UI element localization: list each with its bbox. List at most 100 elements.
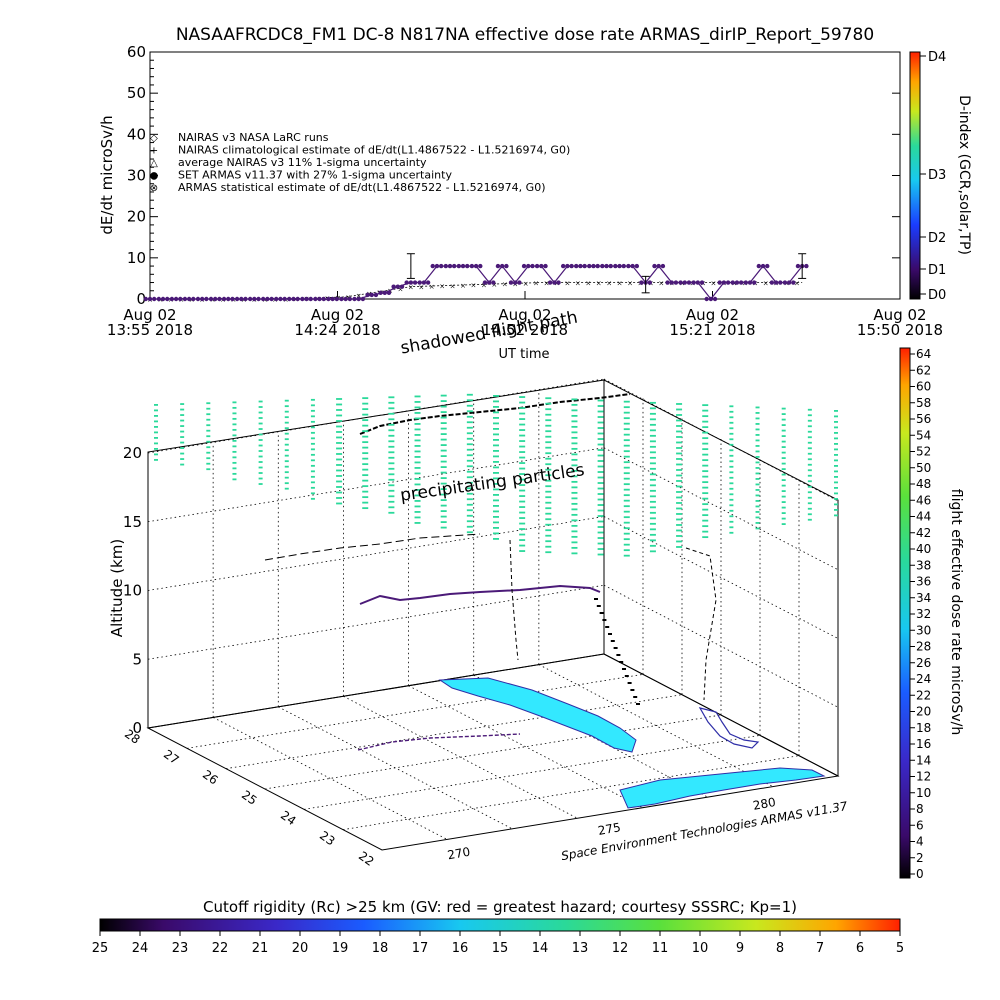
particle-marker: [807, 513, 812, 516]
particle-marker: [466, 509, 473, 512]
statistical-point: ×: [408, 284, 414, 292]
particle-marker: [336, 409, 343, 411]
particle-marker: [597, 531, 604, 534]
bahamas-islands: [698, 707, 760, 749]
particle-marker: [493, 433, 499, 436]
armas-point: [760, 263, 766, 269]
particle-marker: [414, 522, 421, 524]
particle-marker: [571, 403, 578, 406]
figure-title: NASAAFRCDC8_FM1 DC-8 N817NA effective do…: [176, 25, 874, 45]
x-tick-label-date: Aug 02: [686, 306, 739, 324]
armas-point: [287, 296, 292, 302]
particle-marker: [623, 499, 630, 502]
armas-point: [391, 284, 396, 289]
particle-marker: [755, 489, 760, 491]
dose-tick-label: 44: [916, 510, 931, 524]
armas-point: [304, 296, 309, 302]
particle-marker: [649, 401, 656, 404]
particle-marker: [388, 434, 395, 437]
particle-marker: [571, 442, 578, 445]
particle-marker: [180, 458, 185, 460]
statistical-point: ×: [429, 283, 435, 291]
particle-marker: [702, 536, 709, 539]
precipitating-particle-markers: [154, 393, 838, 557]
latitude-tick-label: 27: [161, 747, 182, 767]
particle-marker: [571, 546, 578, 549]
particle-marker: [571, 475, 578, 478]
particle-marker: [388, 440, 395, 443]
particle-marker: [258, 444, 263, 447]
d-index-tick-label: D1: [928, 263, 946, 278]
armas-point: [621, 263, 626, 269]
particle-marker: [466, 520, 473, 523]
particle-marker: [362, 468, 369, 471]
armas-point: [513, 280, 518, 285]
particle-marker: [493, 417, 499, 419]
particle-marker: [597, 548, 604, 550]
particle-marker: [414, 500, 421, 502]
particle-marker: [623, 466, 630, 469]
particle-marker: [206, 413, 211, 416]
particle-marker: [702, 530, 709, 533]
armas-point: [339, 296, 344, 302]
particle-marker: [676, 441, 683, 444]
particle-marker: [729, 416, 734, 419]
particle-marker: [545, 402, 552, 405]
particle-marker: [676, 524, 683, 526]
particle-marker: [807, 480, 812, 483]
particle-marker: [362, 479, 369, 482]
particle-marker: [362, 501, 369, 504]
armas-point: [352, 296, 357, 302]
particle-marker: [232, 456, 237, 459]
particle-marker: [649, 500, 656, 503]
legend-symbol: △: [150, 158, 158, 169]
particle-marker: [466, 432, 473, 435]
particle-marker: [466, 443, 473, 446]
particle-marker: [729, 482, 734, 485]
particle-marker: [597, 416, 604, 418]
particle-marker: [336, 469, 343, 472]
armas-point: [269, 296, 274, 302]
particle-marker: [676, 540, 683, 543]
particle-marker: [258, 461, 263, 463]
particle-marker: [284, 405, 289, 408]
dose-tick-label: 48: [916, 477, 931, 491]
particle-marker: [597, 542, 604, 545]
armas-point: [178, 296, 183, 302]
particle-marker: [623, 477, 630, 480]
particle-marker: [258, 483, 263, 485]
particle-marker: [729, 526, 734, 529]
particle-marker: [310, 404, 315, 407]
particle-marker: [493, 538, 499, 540]
cutoff-rigidity-colorbar: [99, 918, 901, 932]
particle-marker: [180, 430, 185, 433]
particle-marker: [362, 408, 369, 411]
particle-marker: [649, 478, 656, 481]
legend-entry: SET ARMAS v11.37 with 27% 1-sigma uncert…: [178, 169, 452, 182]
particle-marker: [284, 487, 289, 490]
descent-marker: [610, 640, 615, 642]
armas-point: [765, 263, 770, 269]
particle-marker: [571, 453, 578, 456]
base-grid-line: [538, 664, 774, 787]
dose-tick-label: 16: [916, 737, 931, 751]
d-index-ticks: D0 D1 D2 D3 D4: [920, 50, 946, 303]
particle-marker: [545, 474, 552, 477]
dose-tick-label: 26: [916, 656, 931, 670]
armas-point: [234, 296, 240, 302]
particle-marker: [258, 466, 263, 469]
armas-point: [447, 263, 453, 269]
armas-point: [191, 296, 196, 302]
particle-marker: [466, 399, 473, 402]
armas-point: [626, 263, 631, 269]
descent-trace: [509, 539, 519, 661]
armas-point: [617, 263, 622, 269]
particle-marker: [232, 478, 237, 481]
timeseries-x-label: UT time: [499, 347, 550, 362]
particle-marker: [336, 403, 343, 406]
particle-marker: [807, 452, 812, 455]
legend-symbol: ◇: [150, 133, 158, 144]
particle-marker: [781, 517, 786, 520]
particle-marker: [807, 518, 812, 521]
